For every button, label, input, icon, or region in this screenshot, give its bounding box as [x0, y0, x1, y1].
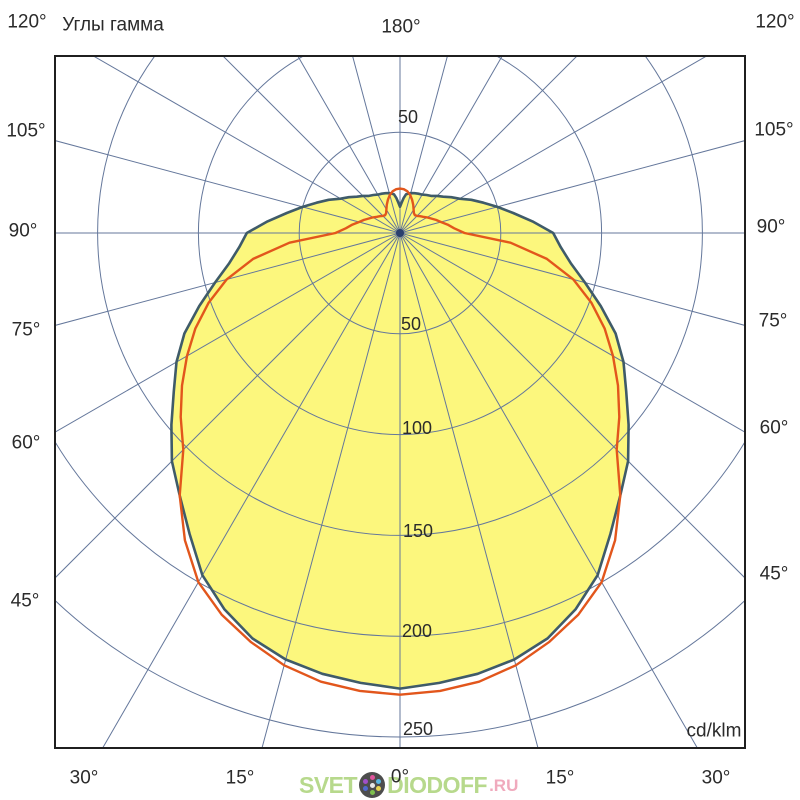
radial-value-label: 50 — [397, 107, 419, 127]
grid-circle — [55, 440, 745, 637]
logo-dot — [363, 778, 369, 784]
curve-c0-c180 — [170, 191, 630, 690]
gamma-angle-label-right: 120° — [755, 11, 795, 33]
grid-circle — [55, 599, 745, 738]
grid-ray — [261, 232, 401, 748]
gamma-angle-label-bottom: 30° — [69, 767, 99, 789]
grid-ray — [297, 56, 401, 234]
grid-ray — [92, 56, 401, 234]
grid-ray — [399, 56, 708, 234]
grid-ray — [399, 56, 503, 234]
watermark-text-ru: .RU — [489, 775, 519, 795]
gamma-angle-label-left: 60° — [11, 432, 41, 454]
logo-dot — [363, 786, 369, 792]
grid-ray — [399, 56, 448, 234]
gamma-angle-label-right: 105° — [754, 119, 794, 141]
gamma-angle-label-right: 90° — [756, 216, 786, 238]
gamma-angle-label-bottom: 0° — [390, 766, 410, 788]
gamma-angle-label-left: 90° — [8, 220, 38, 242]
gamma-angle-label-left: 45° — [10, 590, 40, 612]
grid-ray — [55, 232, 401, 326]
gamma-angle-label-right: 60° — [759, 417, 789, 439]
grid-ray — [399, 232, 745, 433]
gamma-angle-label-bottom: 30° — [701, 767, 731, 789]
grid-circle — [197, 56, 603, 436]
radial-value-label: 200 — [401, 621, 433, 641]
grid-ray — [222, 56, 401, 234]
gamma-angle-label-top: 180° — [381, 16, 421, 38]
grid-ray — [399, 140, 745, 234]
grid-ray — [399, 232, 745, 579]
watermark-text-diodoff: DIODOFF — [387, 771, 488, 798]
watermark-svetodiodoff: SVET DIODOFF .RU — [299, 770, 518, 800]
svetodiodoff-logo-icon — [359, 772, 386, 798]
gamma-angle-label-right: 45° — [759, 563, 789, 585]
logo-dot — [369, 790, 375, 795]
grid-ray — [55, 232, 401, 579]
gamma-angle-label-bottom: 15° — [545, 767, 575, 789]
radial-value-label: 150 — [402, 521, 434, 541]
gamma-angle-label-left: 75° — [11, 319, 41, 341]
logo-dot — [369, 775, 375, 780]
curve-c90-c270 — [178, 187, 622, 696]
grid-ray — [399, 56, 578, 234]
gamma-angles-legend: Углы гамма — [62, 14, 164, 36]
logo-dot — [376, 778, 382, 784]
gamma-angle-label-left: 105° — [6, 120, 46, 142]
grid-ray — [55, 140, 401, 234]
logo-dot — [376, 786, 382, 792]
gamma-angle-label-bottom: 15° — [225, 767, 255, 789]
unit-label-cd-klm: cd/klm — [686, 720, 742, 742]
radial-value-label: 100 — [401, 418, 433, 438]
watermark-text-svet: SVET — [299, 771, 358, 798]
grid-ray — [399, 232, 698, 748]
plot-border — [54, 55, 746, 749]
grid-circle — [298, 131, 502, 335]
gamma-angle-label-left: 120° — [7, 11, 47, 33]
polar-center-dot — [396, 229, 404, 237]
grid-ray — [102, 232, 401, 748]
grid-ray — [352, 56, 401, 234]
grid-ray — [399, 232, 745, 326]
gamma-angle-label-right: 75° — [758, 310, 788, 332]
grid-ray — [55, 232, 401, 433]
logo-dot — [369, 782, 375, 788]
grid-circle — [97, 56, 703, 536]
radial-value-label: 250 — [402, 719, 434, 739]
grid-ray — [399, 232, 539, 748]
radial-value-label: 50 — [400, 314, 422, 334]
